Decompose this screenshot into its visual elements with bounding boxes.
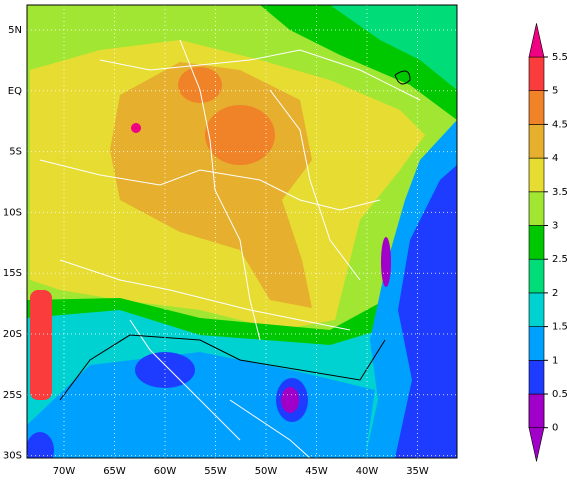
lon-label: 55W [204,466,227,477]
colorbar-label: 2.5 [552,254,567,265]
colorbar-tip [528,427,545,462]
colorbar-tip [528,23,545,58]
colorbar-segment [528,292,545,327]
colorbar-label: 5.5 [552,52,567,63]
axis-labels: 5N EQ 5S 10S 15S 20S 25S 30S 70W 65W 60W 55W 50W 45W 4… [3,25,429,477]
colorbar-label: 1.5 [552,322,567,333]
lon-label: 70W [53,466,76,477]
colorbar-label: 4.5 [552,119,567,130]
lon-label: 45W [305,466,328,477]
colorbar-segment [528,191,545,226]
colorbar-label: 3 [552,221,558,232]
colorbar-label: 0.5 [552,389,567,400]
colorbar-segment [528,90,545,125]
colorbar-label: 2 [552,288,558,299]
lon-label: 65W [103,466,126,477]
map-frame [26,4,458,459]
lat-label: 20S [3,329,22,340]
lon-label: 60W [154,466,177,477]
colorbar: 0 0.5 1 1.5 2 2.5 3 3.5 4 4.5 5 5.5 [528,23,567,462]
colorbar-label: 0 [552,423,558,434]
colorbar-segment [528,56,545,92]
lon-label: 35W [406,466,429,477]
colorbar-segment [528,258,545,294]
map-field [27,5,457,458]
lat-label: 25S [3,390,22,401]
colorbar-segment [528,157,545,193]
colorbar-segment [528,393,545,429]
lat-label: EQ [8,86,22,97]
lat-label: 15S [3,268,22,279]
colorbar-label: 5 [552,86,558,97]
colorbar-label: 4 [552,153,558,164]
colorbar-segment [528,124,545,159]
lon-label: 40W [356,466,379,477]
lat-label: 30S [3,451,22,462]
lat-label: 5N [8,25,22,36]
colorbar-segment [528,359,545,395]
colorbar-label: 3.5 [552,187,567,198]
colorbar-segment [528,326,545,361]
lat-label: 10S [3,207,22,218]
colorbar-segment [528,225,545,260]
colorbar-label: 1 [552,355,558,366]
lon-label: 50W [255,466,278,477]
lat-label: 5S [9,147,22,158]
